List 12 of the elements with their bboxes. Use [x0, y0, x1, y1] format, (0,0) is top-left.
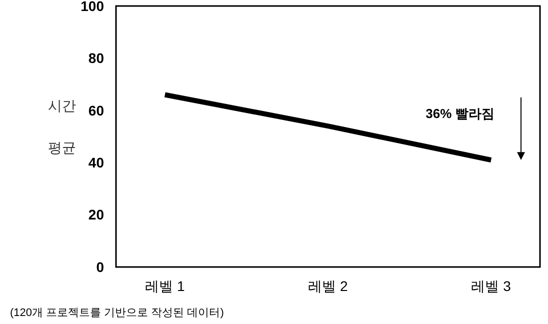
x-tick-label: 레벨 1: [145, 278, 185, 294]
x-tick-label: 레벨 2: [308, 278, 348, 294]
text: (120개 프로젝트를 기반으로 작성된 데이터): [10, 307, 224, 319]
annotation: 36% 빨라짐: [426, 106, 494, 122]
text: 시간 평균: [48, 97, 76, 156]
y-tick-label: 40: [88, 154, 104, 170]
y-tick-label: 80: [88, 50, 104, 66]
y-tick-label: 20: [88, 206, 104, 223]
y-tick-label: 100: [80, 0, 104, 14]
y-tick-label: 0: [96, 258, 104, 275]
x-tick-label: 레벨 3: [471, 278, 512, 294]
y-tick-label: 60: [88, 102, 104, 118]
